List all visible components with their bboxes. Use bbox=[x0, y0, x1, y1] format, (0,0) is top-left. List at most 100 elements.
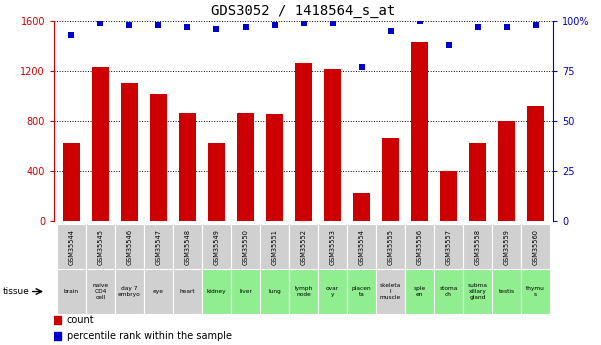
Text: thymu
s: thymu s bbox=[526, 286, 545, 297]
Point bbox=[154, 22, 163, 28]
Text: GSM35556: GSM35556 bbox=[416, 229, 423, 265]
Bar bbox=[324, 69, 341, 221]
Text: ovar
y: ovar y bbox=[326, 286, 339, 297]
Text: skeleta
l
muscle: skeleta l muscle bbox=[380, 283, 401, 300]
Bar bbox=[376, 224, 405, 269]
Bar bbox=[440, 171, 457, 221]
Bar bbox=[492, 269, 521, 314]
Point bbox=[124, 22, 134, 28]
Bar bbox=[295, 63, 312, 221]
Point bbox=[473, 24, 483, 29]
Text: stoma
ch: stoma ch bbox=[439, 286, 458, 297]
Bar bbox=[434, 224, 463, 269]
Point bbox=[67, 32, 76, 38]
Text: day 7
embryо: day 7 embryо bbox=[118, 286, 141, 297]
Text: GSM35552: GSM35552 bbox=[300, 229, 307, 265]
Bar bbox=[498, 121, 515, 221]
Bar bbox=[376, 269, 405, 314]
Bar bbox=[179, 113, 196, 221]
Bar bbox=[469, 143, 486, 221]
Point bbox=[444, 42, 453, 48]
Bar bbox=[521, 224, 550, 269]
Point bbox=[386, 28, 395, 33]
Text: eye: eye bbox=[153, 289, 164, 294]
Bar bbox=[347, 224, 376, 269]
Point bbox=[328, 20, 337, 26]
Point bbox=[502, 24, 511, 29]
Bar bbox=[318, 269, 347, 314]
Bar bbox=[144, 269, 173, 314]
Bar bbox=[289, 269, 318, 314]
Bar bbox=[208, 143, 225, 221]
Bar bbox=[115, 269, 144, 314]
Bar bbox=[121, 83, 138, 221]
Bar bbox=[86, 269, 115, 314]
Bar bbox=[527, 106, 545, 221]
Text: GSM35545: GSM35545 bbox=[97, 229, 103, 265]
Text: sple
en: sple en bbox=[413, 286, 426, 297]
Point bbox=[357, 64, 367, 69]
Bar bbox=[150, 95, 167, 221]
Point bbox=[212, 26, 221, 31]
Text: GSM35558: GSM35558 bbox=[475, 229, 481, 265]
Point bbox=[96, 20, 105, 26]
Bar bbox=[266, 115, 283, 221]
Text: GSM35544: GSM35544 bbox=[69, 229, 75, 265]
Text: testis: testis bbox=[498, 289, 514, 294]
Point bbox=[240, 24, 250, 29]
Bar bbox=[382, 138, 399, 221]
Bar bbox=[405, 224, 434, 269]
Title: GDS3052 / 1418564_s_at: GDS3052 / 1418564_s_at bbox=[212, 4, 395, 18]
Text: percentile rank within the sample: percentile rank within the sample bbox=[67, 331, 231, 341]
Text: GSM35555: GSM35555 bbox=[388, 229, 394, 265]
Bar bbox=[92, 67, 109, 221]
Text: GSM35546: GSM35546 bbox=[126, 229, 132, 265]
Bar bbox=[144, 224, 173, 269]
Text: heart: heart bbox=[180, 289, 195, 294]
Bar bbox=[57, 224, 86, 269]
Bar bbox=[231, 269, 260, 314]
Text: GSM35560: GSM35560 bbox=[532, 229, 538, 265]
Point bbox=[270, 22, 279, 28]
Text: GSM35548: GSM35548 bbox=[185, 229, 191, 265]
Text: GSM35554: GSM35554 bbox=[359, 229, 365, 265]
Bar bbox=[411, 42, 428, 221]
Text: GSM35557: GSM35557 bbox=[445, 229, 451, 265]
Point bbox=[183, 24, 192, 29]
Bar bbox=[353, 193, 370, 221]
Text: lymph
node: lymph node bbox=[294, 286, 313, 297]
Bar bbox=[463, 224, 492, 269]
Bar bbox=[173, 224, 202, 269]
Text: liver: liver bbox=[239, 289, 252, 294]
Text: GSM35549: GSM35549 bbox=[213, 229, 219, 265]
Point bbox=[415, 18, 424, 23]
Text: placen
ta: placen ta bbox=[352, 286, 371, 297]
Bar bbox=[260, 224, 289, 269]
Bar bbox=[347, 269, 376, 314]
Bar bbox=[492, 224, 521, 269]
Point bbox=[299, 20, 308, 26]
Text: GSM35547: GSM35547 bbox=[156, 229, 162, 265]
Bar bbox=[115, 224, 144, 269]
Text: naive
CD4
cell: naive CD4 cell bbox=[93, 283, 109, 300]
Bar bbox=[318, 224, 347, 269]
Text: count: count bbox=[67, 315, 94, 325]
Bar bbox=[173, 269, 202, 314]
Bar bbox=[63, 143, 80, 221]
Text: GSM35550: GSM35550 bbox=[242, 229, 248, 265]
Point bbox=[531, 22, 540, 28]
Bar bbox=[405, 269, 434, 314]
Bar bbox=[202, 224, 231, 269]
Bar bbox=[463, 269, 492, 314]
Text: GSM35551: GSM35551 bbox=[272, 229, 278, 265]
Bar bbox=[86, 224, 115, 269]
Bar bbox=[434, 269, 463, 314]
Bar bbox=[260, 269, 289, 314]
Text: GSM35553: GSM35553 bbox=[329, 229, 335, 265]
Bar bbox=[521, 269, 550, 314]
Bar bbox=[289, 224, 318, 269]
Text: tissue: tissue bbox=[3, 287, 30, 296]
Bar bbox=[57, 269, 86, 314]
Bar bbox=[202, 269, 231, 314]
Text: GSM35559: GSM35559 bbox=[504, 229, 510, 265]
